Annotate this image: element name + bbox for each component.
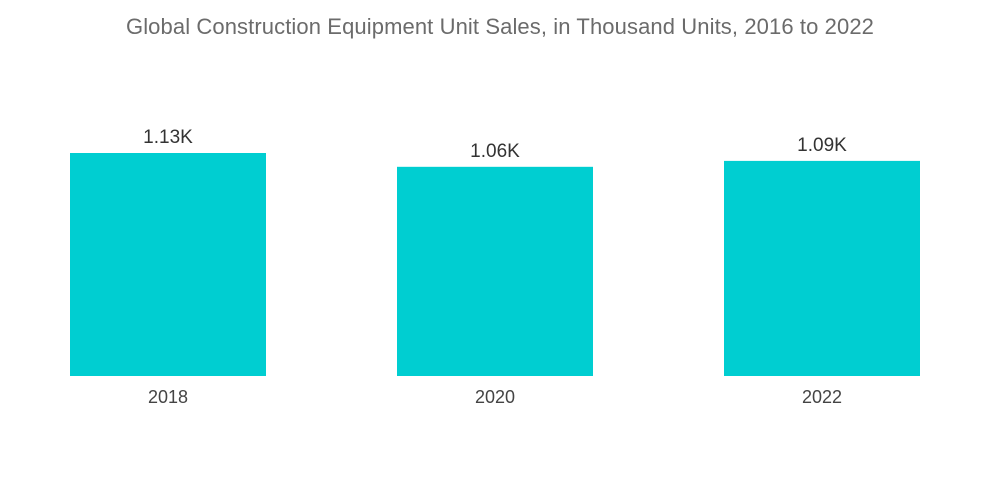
bar-2022 <box>724 160 920 376</box>
bar-2020 <box>397 166 593 376</box>
x-tick-label-2020: 2020 <box>475 387 515 407</box>
data-label-2020: 1.06K <box>470 141 520 162</box>
x-tick-label-2018: 2018 <box>148 387 188 407</box>
data-label-2022: 1.09K <box>797 135 847 156</box>
x-tick-label-2022: 2022 <box>802 387 842 407</box>
bar-2018 <box>70 153 266 376</box>
chart-title: Global Construction Equipment Unit Sales… <box>125 14 874 39</box>
data-label-2018: 1.13K <box>143 127 193 148</box>
